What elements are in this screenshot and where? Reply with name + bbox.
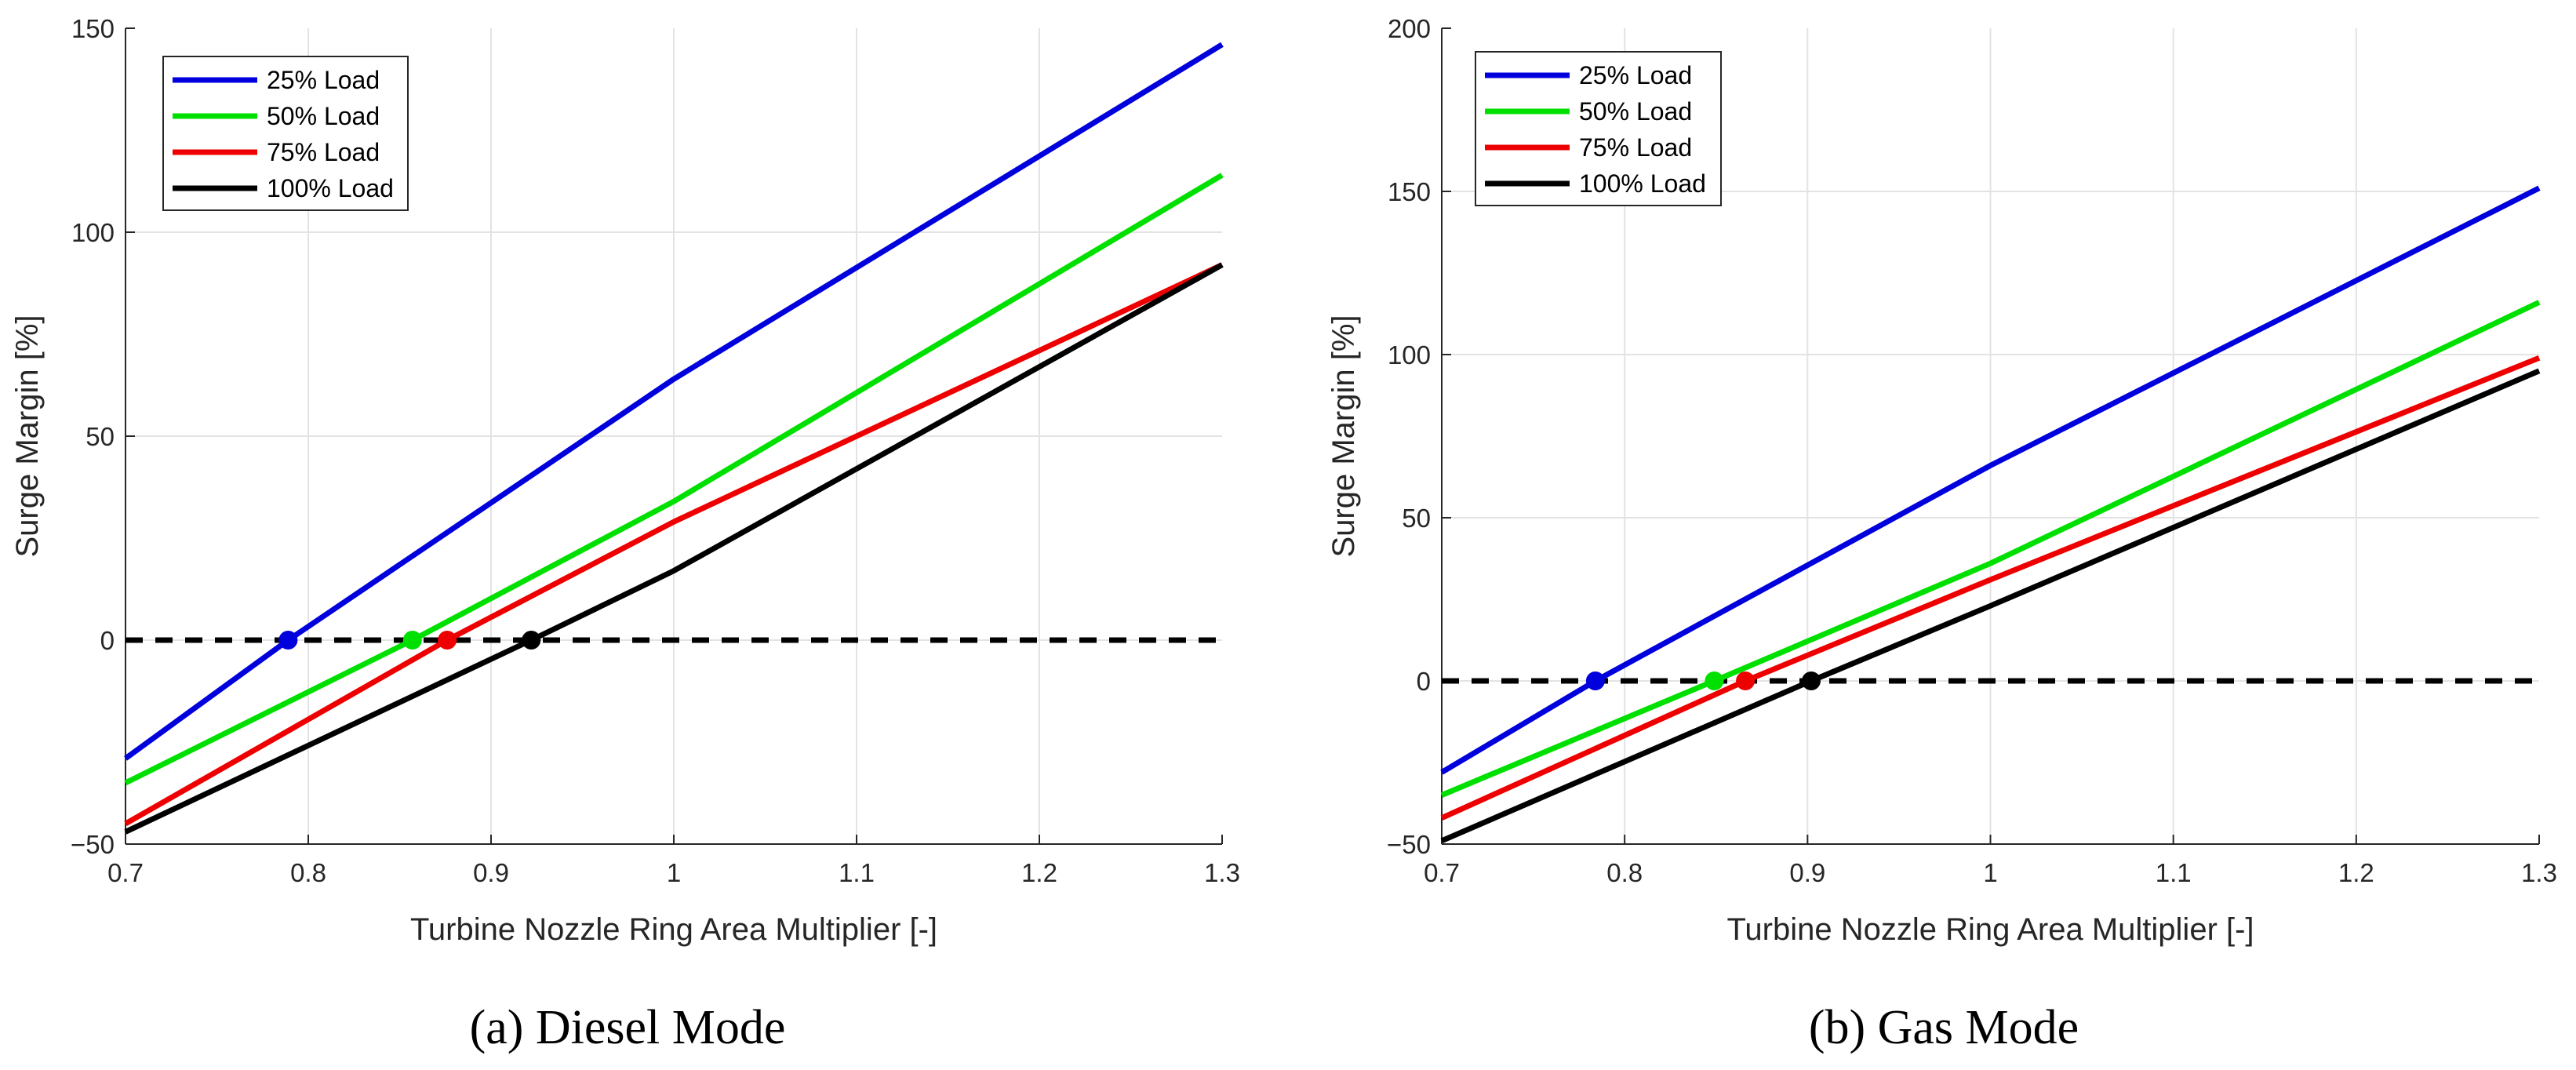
y-tick-label: 150 (71, 14, 115, 43)
chart-panel-1: 0.7 0.8 0.9 1 1.1 1.2 1.3 −50 0 50 100 150 Turbine N… (10, 14, 1240, 1054)
series-line-2 (1440, 300, 2541, 798)
legend: 25% Load 50% Load 75% Load 100% Load (162, 56, 409, 211)
zero-crossing-marker-4 (1801, 671, 1821, 690)
legend-label-3: 75% Load (1579, 133, 1692, 162)
x-tick-label: 1.3 (1204, 858, 1240, 887)
x-tick-label: 1.2 (2338, 858, 2374, 887)
x-tick-label: 1.1 (2156, 858, 2192, 887)
x-tick-label: 0.8 (1606, 858, 1643, 887)
x-tick-label: 0.7 (107, 858, 144, 887)
y-tick-label: −50 (1387, 830, 1431, 859)
x-tick-label: 1.3 (2521, 858, 2557, 887)
chart-panel-2: 0.7 0.8 0.9 1 1.1 1.2 1.3 −50 0 50 100 150 200 Turbin… (1326, 14, 2557, 1054)
panel-caption: (b) Gas Mode (1809, 1001, 2079, 1054)
x-axis-label: Turbine Nozzle Ring Area Multiplier [-] (1726, 912, 2254, 947)
zero-crossing-marker-1 (1585, 671, 1605, 690)
x-tick-label: 0.8 (290, 858, 326, 887)
series-line-1 (123, 42, 1224, 761)
legend-label-3: 75% Load (267, 138, 380, 166)
series-line-3 (1440, 355, 2541, 821)
series-line-2 (124, 173, 1224, 786)
x-tick-label: 1 (1983, 858, 1997, 887)
x-tick-label: 1.2 (1021, 858, 1057, 887)
legend-label-4: 100% Load (267, 174, 394, 202)
legend-label-1: 25% Load (267, 66, 380, 94)
legend: 25% Load 50% Load 75% Load 100% Load (1475, 51, 1722, 206)
legend-label-4: 100% Load (1579, 169, 1706, 198)
y-tick-label: 200 (1388, 14, 1431, 43)
zero-crossing-marker-2 (402, 631, 422, 650)
y-tick-label: 0 (1417, 667, 1431, 696)
zero-crossing-marker-3 (1736, 671, 1756, 690)
y-tick-label: 100 (71, 218, 115, 247)
x-tick-label: 0.7 (1424, 858, 1460, 887)
series-line-3 (124, 262, 1224, 827)
y-tick-label: 150 (1388, 177, 1431, 206)
y-axis-label: Surge Margin [%] (10, 315, 45, 557)
zero-crossing-marker-1 (278, 631, 298, 650)
y-tick-label: 50 (1402, 504, 1431, 533)
y-tick-label: 50 (86, 422, 115, 451)
zero-crossing-marker-3 (438, 631, 457, 650)
x-tick-label: 0.9 (1789, 858, 1825, 887)
legend-label-1: 25% Load (1579, 61, 1692, 89)
legend-label-2: 50% Load (1579, 97, 1692, 126)
y-tick-label: 100 (1388, 340, 1431, 369)
zero-crossing-marker-2 (1705, 671, 1724, 690)
legend-label-2: 50% Load (267, 102, 380, 130)
series-line-1 (1440, 185, 2541, 775)
y-tick-label: 0 (100, 626, 115, 655)
x-axis-label: Turbine Nozzle Ring Area Multiplier [-] (410, 912, 937, 947)
y-tick-label: −50 (71, 830, 115, 859)
series-line-4 (1440, 368, 2541, 844)
zero-crossing-marker-4 (522, 631, 541, 650)
y-axis-label: Surge Margin [%] (1326, 315, 1361, 557)
x-tick-label: 0.9 (473, 858, 509, 887)
panel-caption: (a) Diesel Mode (470, 1001, 786, 1054)
x-tick-label: 1.1 (839, 858, 875, 887)
x-tick-label: 1 (667, 858, 681, 887)
series-line-4 (124, 262, 1224, 835)
